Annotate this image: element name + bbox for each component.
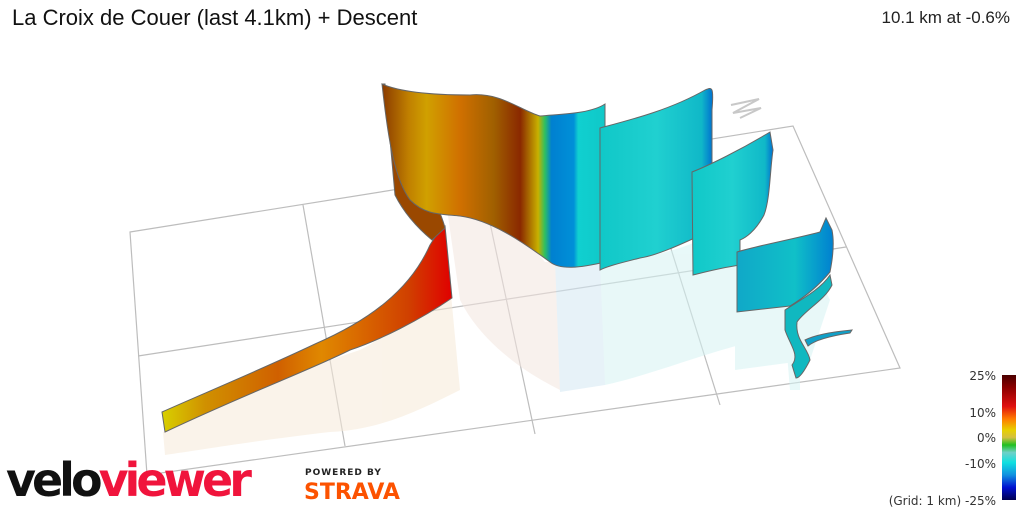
route-summary: 10.1 km at -0.6% xyxy=(881,8,1010,27)
legend-label-25: 25% xyxy=(969,369,996,383)
powered-by-label: POWERED BY xyxy=(305,468,382,478)
legend-label-0: 0% xyxy=(976,431,996,445)
summit-segment xyxy=(381,83,606,268)
logo-viewer: viewer xyxy=(98,453,252,507)
page-title: La Croix de Couer (last 4.1km) + Descent xyxy=(12,5,418,30)
logo-velo: velo xyxy=(6,453,103,507)
descent-segment-1 xyxy=(599,87,714,271)
veloviewer-logo[interactable]: veloviewer xyxy=(6,452,252,508)
north-arrow-icon xyxy=(730,98,762,119)
descent-tail xyxy=(804,329,853,347)
strava-logo[interactable]: STRAVA xyxy=(304,480,400,505)
descent-segment-4 xyxy=(784,273,833,379)
descent-segment-2 xyxy=(691,131,774,276)
legend-label-10: 10% xyxy=(969,406,996,420)
gradient-color-scale xyxy=(1002,375,1016,500)
legend-label-neg25-grid: (Grid: 1 km) -25% xyxy=(888,494,996,508)
legend-label-neg10: -10% xyxy=(964,457,996,471)
descent-segment-3 xyxy=(736,216,834,313)
